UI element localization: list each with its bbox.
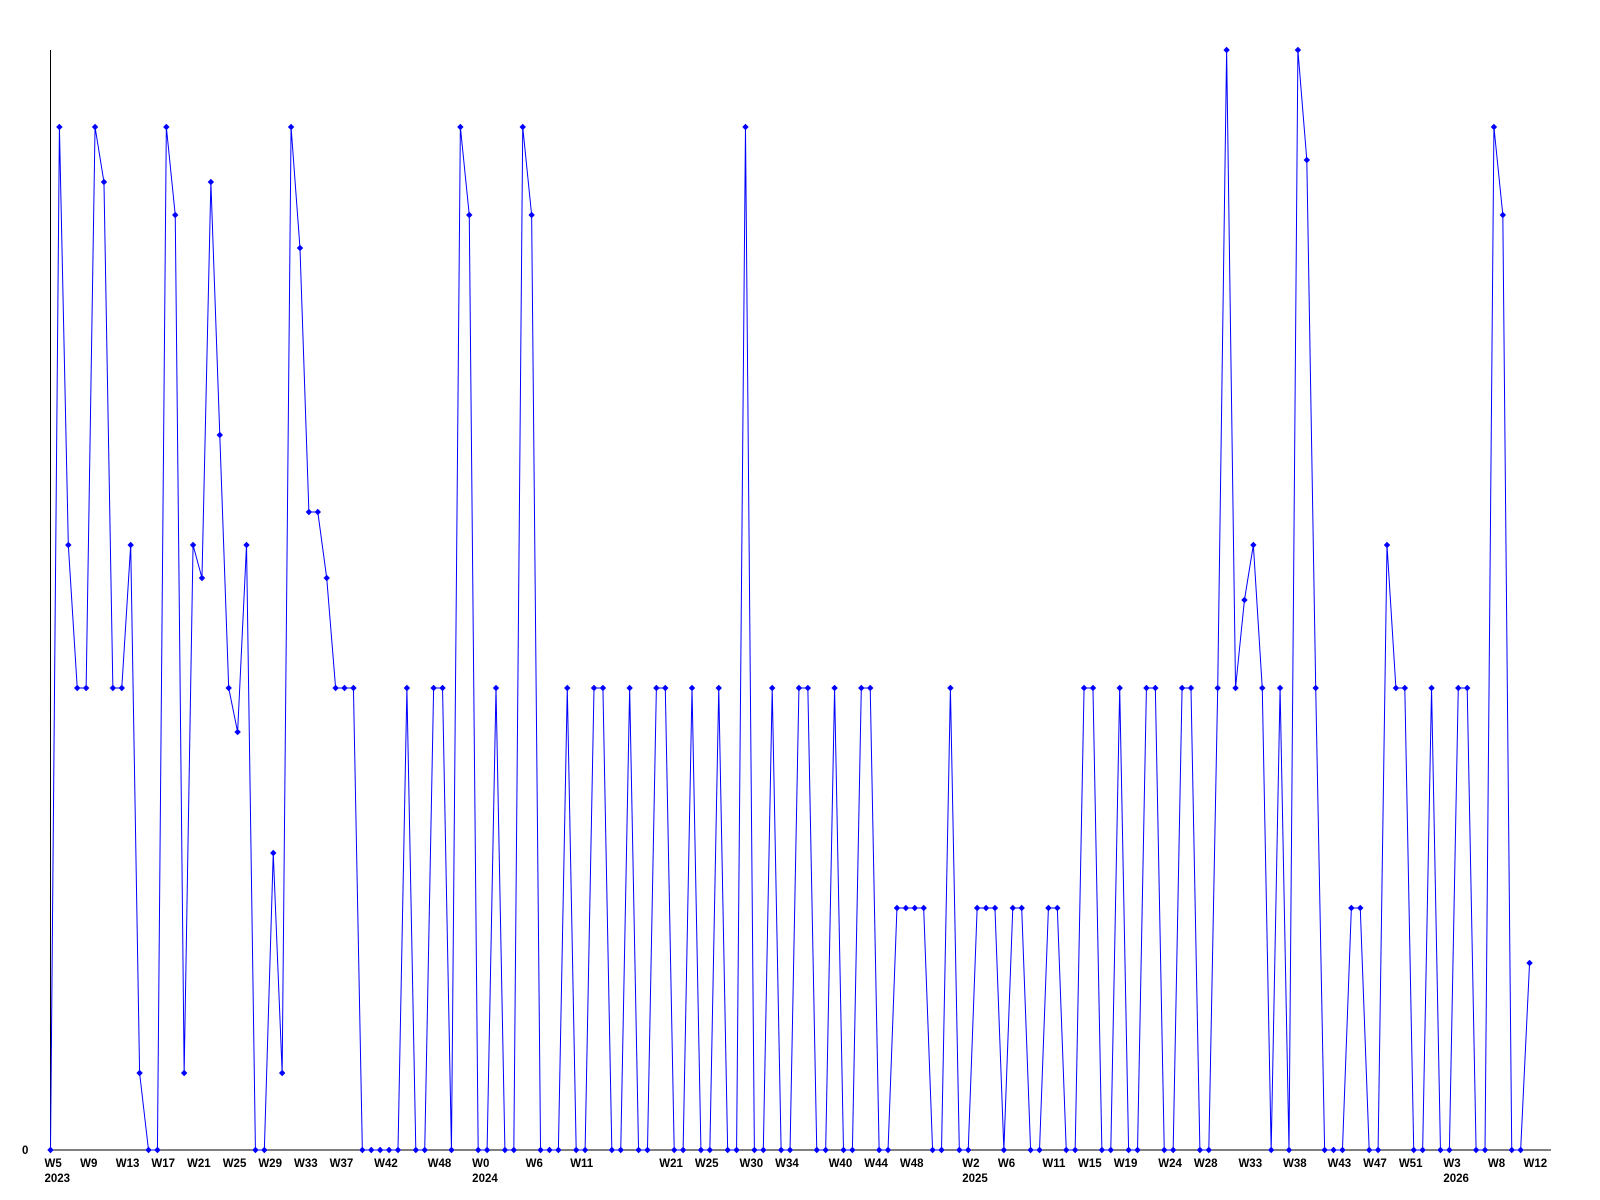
svg-text:W48: W48 xyxy=(428,1158,452,1170)
svg-text:W9: W9 xyxy=(80,1158,97,1170)
svg-text:W30: W30 xyxy=(739,1158,763,1170)
svg-text:W42: W42 xyxy=(374,1158,398,1170)
svg-text:W51: W51 xyxy=(1399,1158,1423,1170)
svg-text:W19: W19 xyxy=(1114,1158,1138,1170)
svg-text:W11: W11 xyxy=(570,1158,594,1170)
svg-text:0: 0 xyxy=(22,1145,28,1157)
svg-text:W29: W29 xyxy=(258,1158,282,1170)
svg-text:W21: W21 xyxy=(187,1158,211,1170)
svg-text:W3: W3 xyxy=(1443,1158,1460,1170)
svg-text:W11: W11 xyxy=(1042,1158,1066,1170)
svg-text:W0: W0 xyxy=(472,1158,489,1170)
svg-text:2026: 2026 xyxy=(1443,1173,1469,1185)
svg-text:W15: W15 xyxy=(1078,1158,1102,1170)
svg-text:2024: 2024 xyxy=(472,1173,498,1185)
svg-text:W6: W6 xyxy=(998,1158,1015,1170)
svg-text:W25: W25 xyxy=(223,1158,247,1170)
svg-text:W8: W8 xyxy=(1488,1158,1506,1170)
svg-text:W24: W24 xyxy=(1158,1158,1182,1170)
svg-text:W2: W2 xyxy=(962,1158,979,1170)
svg-text:W44: W44 xyxy=(864,1158,888,1170)
svg-text:W38: W38 xyxy=(1283,1158,1307,1170)
svg-text:W34: W34 xyxy=(775,1158,799,1170)
svg-text:W43: W43 xyxy=(1328,1158,1352,1170)
svg-text:W25: W25 xyxy=(695,1158,719,1170)
svg-text:W33: W33 xyxy=(1238,1158,1262,1170)
svg-text:W13: W13 xyxy=(116,1158,140,1170)
svg-text:W12: W12 xyxy=(1524,1158,1548,1170)
svg-text:W37: W37 xyxy=(330,1158,354,1170)
svg-text:2025: 2025 xyxy=(962,1173,988,1185)
svg-text:W47: W47 xyxy=(1363,1158,1387,1170)
svg-text:W33: W33 xyxy=(294,1158,318,1170)
svg-text:W28: W28 xyxy=(1194,1158,1218,1170)
svg-text:W40: W40 xyxy=(829,1158,853,1170)
svg-text:W21: W21 xyxy=(659,1158,683,1170)
svg-text:W17: W17 xyxy=(151,1158,175,1170)
svg-text:W48: W48 xyxy=(900,1158,924,1170)
svg-text:W5: W5 xyxy=(45,1158,63,1170)
svg-text:W6: W6 xyxy=(526,1158,543,1170)
svg-text:2023: 2023 xyxy=(45,1173,71,1185)
